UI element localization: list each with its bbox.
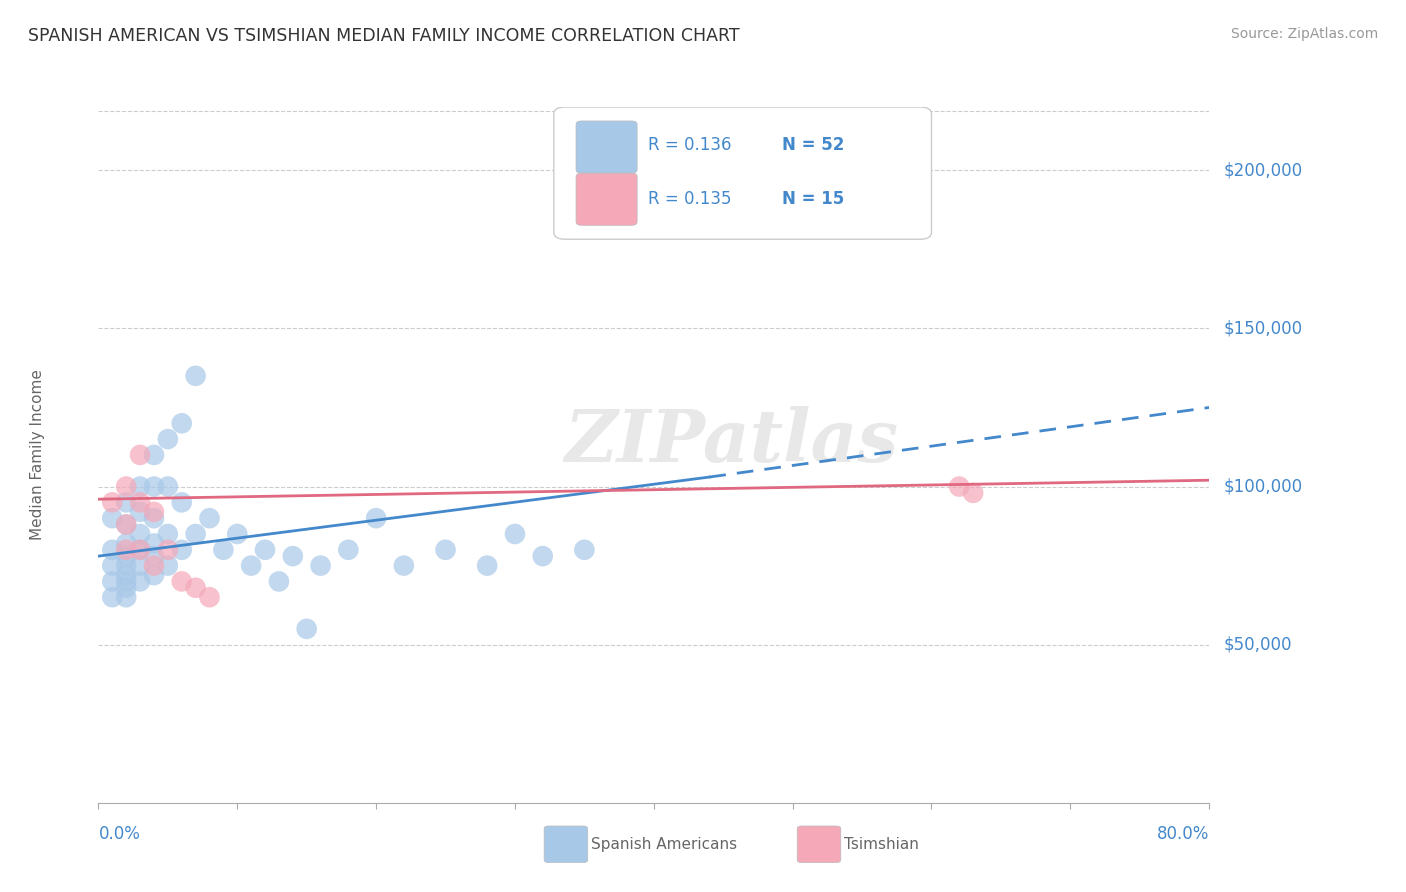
Point bbox=[101, 574, 124, 589]
Point bbox=[101, 511, 124, 525]
Point bbox=[198, 511, 221, 525]
Point bbox=[101, 542, 124, 557]
Point bbox=[115, 549, 138, 563]
Point bbox=[129, 542, 152, 557]
Point bbox=[962, 486, 984, 500]
Point bbox=[281, 549, 304, 563]
Point bbox=[143, 549, 166, 563]
Point bbox=[101, 495, 124, 509]
Point bbox=[475, 558, 499, 573]
Point bbox=[129, 527, 152, 541]
Point bbox=[129, 558, 152, 573]
Point bbox=[143, 448, 166, 462]
Text: $200,000: $200,000 bbox=[1223, 161, 1302, 179]
Point bbox=[129, 574, 152, 589]
Point bbox=[267, 574, 290, 589]
Text: Median Family Income: Median Family Income bbox=[30, 369, 45, 541]
Text: $100,000: $100,000 bbox=[1223, 477, 1302, 496]
Point bbox=[948, 479, 970, 493]
Text: 80.0%: 80.0% bbox=[1157, 825, 1209, 843]
Text: $50,000: $50,000 bbox=[1223, 636, 1292, 654]
Point bbox=[503, 527, 526, 541]
Point bbox=[156, 432, 179, 446]
Point bbox=[337, 542, 360, 557]
Point bbox=[184, 527, 207, 541]
Point bbox=[115, 558, 138, 573]
Text: Source: ZipAtlas.com: Source: ZipAtlas.com bbox=[1230, 27, 1378, 41]
Point bbox=[434, 542, 457, 557]
Point bbox=[143, 479, 166, 493]
Text: $150,000: $150,000 bbox=[1223, 319, 1302, 337]
Point bbox=[129, 505, 152, 519]
Point bbox=[156, 542, 179, 557]
Text: R = 0.135: R = 0.135 bbox=[648, 190, 731, 208]
Point bbox=[143, 505, 166, 519]
Point bbox=[212, 542, 235, 557]
Point bbox=[101, 558, 124, 573]
Point bbox=[143, 511, 166, 525]
Text: Spanish Americans: Spanish Americans bbox=[591, 838, 737, 852]
Point bbox=[129, 479, 152, 493]
FancyBboxPatch shape bbox=[576, 173, 637, 226]
Point bbox=[115, 574, 138, 589]
Point bbox=[101, 591, 124, 605]
FancyBboxPatch shape bbox=[576, 121, 637, 173]
Point bbox=[115, 517, 138, 532]
Point bbox=[115, 479, 138, 493]
Text: SPANISH AMERICAN VS TSIMSHIAN MEDIAN FAMILY INCOME CORRELATION CHART: SPANISH AMERICAN VS TSIMSHIAN MEDIAN FAM… bbox=[28, 27, 740, 45]
Point bbox=[156, 558, 179, 573]
Text: N = 15: N = 15 bbox=[782, 190, 844, 208]
Point bbox=[115, 517, 138, 532]
Point bbox=[115, 568, 138, 582]
Point bbox=[226, 527, 249, 541]
Point bbox=[115, 495, 138, 509]
Point bbox=[240, 558, 263, 573]
Point bbox=[129, 542, 152, 557]
Point bbox=[170, 417, 193, 431]
Point bbox=[115, 542, 138, 557]
Point bbox=[115, 581, 138, 595]
Point bbox=[170, 574, 193, 589]
Point bbox=[170, 495, 193, 509]
Point bbox=[129, 448, 152, 462]
Point bbox=[366, 511, 388, 525]
Point bbox=[198, 591, 221, 605]
Point bbox=[115, 591, 138, 605]
Text: ZIPatlas: ZIPatlas bbox=[564, 406, 898, 476]
Point bbox=[253, 542, 276, 557]
Text: N = 52: N = 52 bbox=[782, 136, 844, 154]
Point bbox=[143, 558, 166, 573]
Point bbox=[295, 622, 318, 636]
Point bbox=[143, 568, 166, 582]
Point bbox=[143, 536, 166, 550]
Point bbox=[309, 558, 332, 573]
Text: R = 0.136: R = 0.136 bbox=[648, 136, 731, 154]
Point bbox=[184, 581, 207, 595]
Point bbox=[156, 527, 179, 541]
Point bbox=[392, 558, 415, 573]
Point bbox=[574, 542, 596, 557]
Text: Tsimshian: Tsimshian bbox=[844, 838, 918, 852]
Point bbox=[170, 542, 193, 557]
Point bbox=[129, 495, 152, 509]
Point bbox=[184, 368, 207, 383]
Point bbox=[156, 479, 179, 493]
Text: 0.0%: 0.0% bbox=[98, 825, 141, 843]
Point bbox=[531, 549, 554, 563]
Point bbox=[115, 536, 138, 550]
FancyBboxPatch shape bbox=[554, 107, 932, 239]
